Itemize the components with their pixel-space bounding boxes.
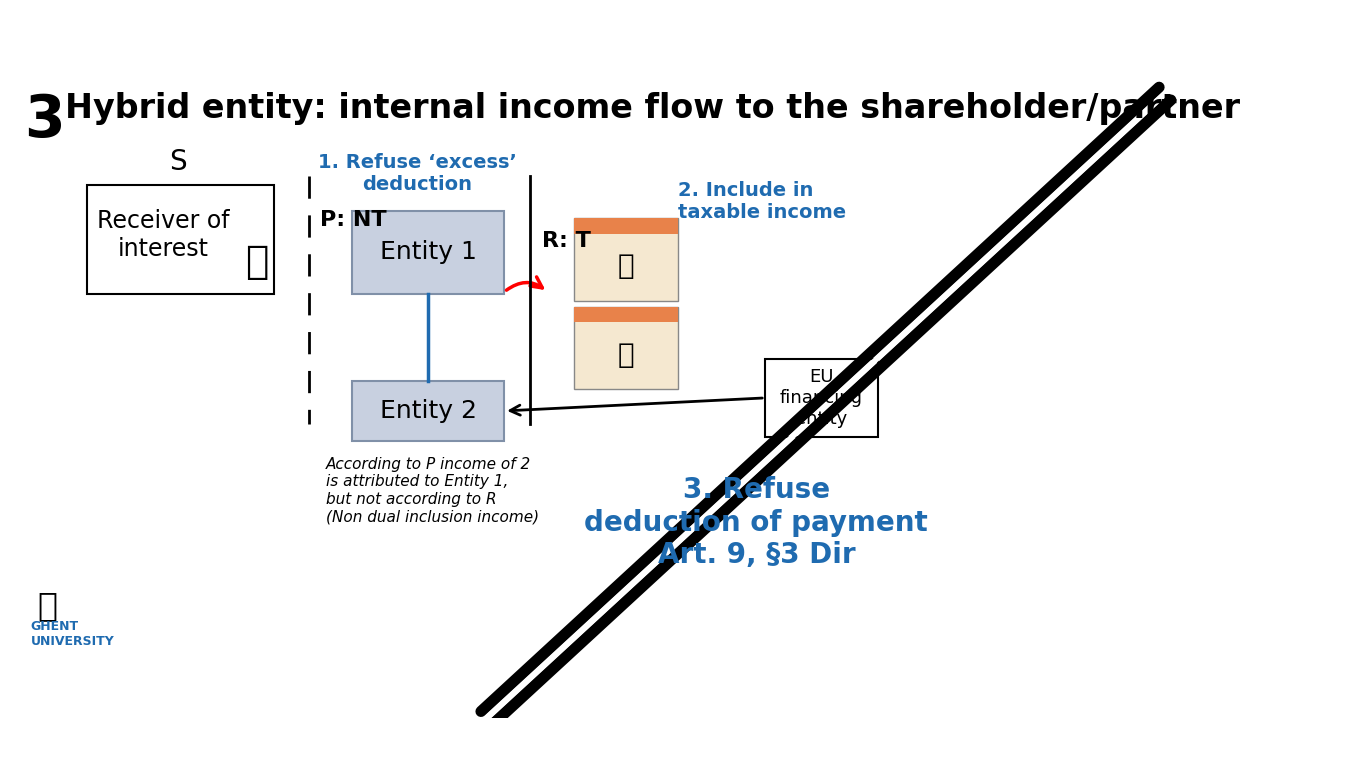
Text: 3. Refuse
deduction of payment
Art. 9, §3 Dir: 3. Refuse deduction of payment Art. 9, §… xyxy=(584,476,928,569)
Text: ✋: ✋ xyxy=(617,252,635,280)
Text: Receiver of
interest: Receiver of interest xyxy=(97,209,229,261)
FancyBboxPatch shape xyxy=(573,306,678,323)
Text: 💰: 💰 xyxy=(244,243,268,280)
Text: Entity 2: Entity 2 xyxy=(379,399,476,423)
Text: 3: 3 xyxy=(25,92,66,149)
FancyArrowPatch shape xyxy=(511,398,762,415)
FancyBboxPatch shape xyxy=(573,306,678,389)
FancyArrowPatch shape xyxy=(506,277,542,290)
Text: P: NT: P: NT xyxy=(319,210,386,230)
Text: 🏛: 🏛 xyxy=(38,589,57,622)
Text: According to P income of 2
is attributed to Entity 1,
but not according to R
(No: According to P income of 2 is attributed… xyxy=(326,457,539,525)
FancyBboxPatch shape xyxy=(573,218,678,300)
FancyBboxPatch shape xyxy=(573,218,678,233)
FancyBboxPatch shape xyxy=(87,185,274,293)
FancyBboxPatch shape xyxy=(352,211,504,293)
FancyBboxPatch shape xyxy=(352,380,504,442)
Text: Entity 1: Entity 1 xyxy=(379,240,476,264)
Text: R: T: R: T xyxy=(542,231,591,251)
Text: S: S xyxy=(169,148,187,176)
FancyBboxPatch shape xyxy=(764,359,878,437)
Text: 1. Refuse ‘excess’
deduction: 1. Refuse ‘excess’ deduction xyxy=(318,153,517,194)
Text: EU
financing
entity: EU financing entity xyxy=(779,368,863,428)
Text: 2. Include in
taxable income: 2. Include in taxable income xyxy=(678,180,846,221)
Text: ✋: ✋ xyxy=(617,341,635,369)
Text: Hybrid entity: internal income flow to the shareholder/partner: Hybrid entity: internal income flow to t… xyxy=(66,92,1241,125)
Text: GHENT
UNIVERSITY: GHENT UNIVERSITY xyxy=(30,620,115,647)
